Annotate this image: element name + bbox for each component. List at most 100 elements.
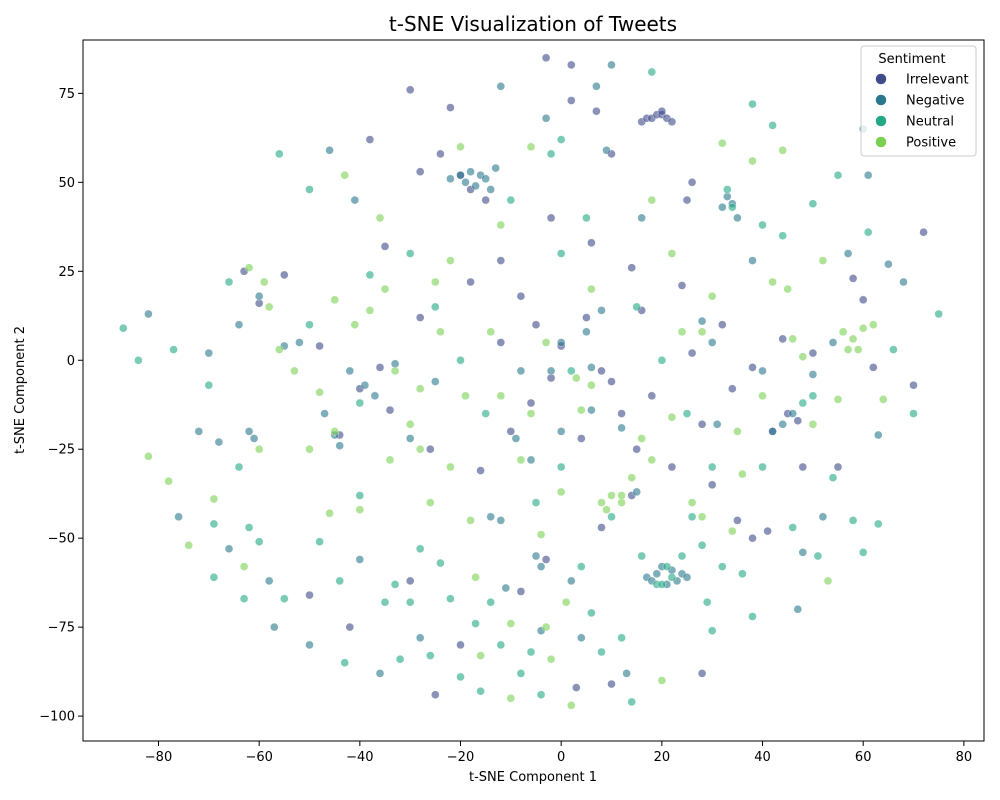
point-irrelevant [415, 167, 425, 176]
point-positive [184, 541, 193, 550]
point-neutral [119, 323, 128, 333]
point-positive [456, 142, 465, 152]
point-positive [848, 334, 858, 344]
point-neutral [254, 537, 264, 546]
point-positive [164, 476, 173, 486]
point-irrelevant [697, 420, 707, 429]
point-neutral [627, 697, 636, 707]
point-positive [375, 213, 385, 223]
point-neutral [471, 619, 480, 628]
point-irrelevant [793, 416, 803, 425]
point-negative [214, 437, 224, 447]
point-positive [390, 366, 400, 376]
point-neutral [778, 231, 787, 240]
point-positive [597, 498, 606, 507]
point-irrelevant [587, 238, 596, 248]
point-negative [587, 405, 596, 415]
point-positive [778, 146, 787, 155]
point-negative [899, 277, 908, 287]
point-irrelevant [687, 178, 697, 187]
point-positive [446, 462, 455, 472]
point-neutral [204, 380, 214, 390]
legend-label-neutral: Neutral [906, 115, 954, 130]
y-tick-label: −25 [48, 443, 75, 458]
point-irrelevant [919, 227, 928, 237]
point-positive [808, 420, 818, 429]
point-negative [602, 146, 611, 155]
point-positive [259, 277, 269, 287]
point-irrelevant [567, 60, 576, 70]
point-positive [738, 469, 747, 479]
point-positive [315, 388, 324, 397]
point-negative [270, 622, 279, 632]
point-neutral [481, 409, 490, 418]
point-neutral [687, 512, 697, 522]
point-neutral [446, 594, 455, 603]
point-irrelevant [607, 679, 616, 689]
point-positive [506, 619, 516, 628]
point-positive [436, 327, 445, 337]
point-positive [667, 249, 677, 258]
point-irrelevant [305, 590, 314, 600]
point-negative [632, 487, 641, 497]
point-negative [798, 548, 808, 557]
point-irrelevant [446, 103, 455, 112]
point-positive [536, 530, 546, 539]
point-positive [496, 391, 506, 401]
point-positive [647, 195, 657, 205]
point-neutral [637, 551, 646, 561]
point-irrelevant [526, 398, 536, 408]
point-neutral [506, 195, 516, 205]
point-negative [501, 583, 511, 593]
point-irrelevant [365, 135, 375, 144]
point-neutral [365, 270, 375, 280]
point-negative [264, 576, 274, 586]
point-irrelevant [496, 256, 506, 265]
point-positive [275, 345, 284, 354]
point-positive [728, 526, 737, 536]
point-positive [838, 327, 848, 337]
point-negative [325, 146, 334, 155]
point-neutral [380, 597, 390, 607]
point-irrelevant [748, 533, 757, 543]
point-positive [843, 345, 853, 354]
x-tick-label: −60 [245, 750, 272, 765]
point-irrelevant [682, 195, 692, 205]
point-negative [526, 455, 536, 465]
point-positive [330, 427, 339, 436]
x-tick-label: 60 [855, 750, 872, 765]
point-negative [748, 256, 757, 265]
point-irrelevant [315, 341, 324, 351]
point-irrelevant [778, 334, 787, 344]
point-neutral [239, 594, 249, 603]
point-negative [405, 434, 415, 443]
legend-label-irrelevant: Irrelevant [906, 73, 969, 88]
point-negative [541, 114, 551, 123]
point-neutral [546, 149, 556, 159]
point-positive [783, 284, 792, 294]
point-positive [415, 444, 425, 454]
point-irrelevant [798, 462, 808, 472]
x-tick-label: 20 [654, 750, 671, 765]
point-negative [733, 213, 742, 223]
legend-marker-negative [875, 94, 887, 106]
point-negative [697, 316, 707, 326]
point-positive [330, 295, 339, 305]
point-neutral [476, 686, 485, 696]
point-negative [295, 338, 304, 347]
point-positive [546, 654, 556, 664]
point-negative [712, 420, 722, 429]
point-positive [758, 391, 767, 401]
point-negative [582, 327, 591, 337]
point-positive [556, 487, 566, 497]
point-positive [607, 491, 616, 500]
point-negative [496, 82, 506, 91]
point-irrelevant [627, 263, 636, 272]
point-neutral [858, 548, 868, 557]
point-neutral [647, 67, 657, 77]
point-positive [350, 320, 360, 329]
point-neutral [597, 647, 606, 657]
point-positive [244, 263, 254, 272]
point-positive [476, 651, 485, 660]
point-negative [556, 427, 566, 436]
